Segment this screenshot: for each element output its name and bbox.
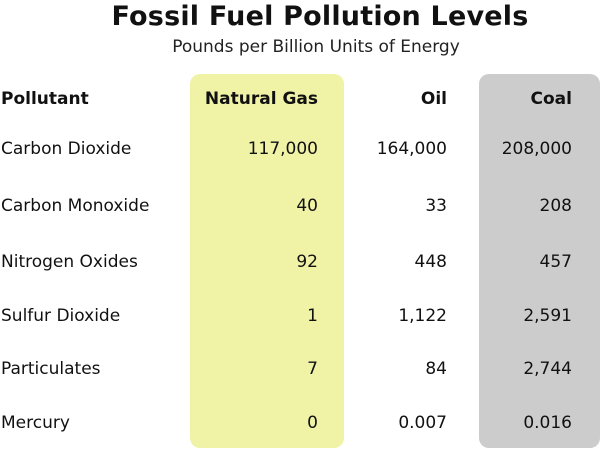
cell-natural-gas: 117,000 [247, 139, 318, 159]
cell-pollutant: Nitrogen Oxides [1, 252, 138, 272]
cell-coal: 0.016 [523, 413, 572, 433]
cell-pollutant: Particulates [1, 359, 101, 379]
cell-pollutant: Mercury [1, 413, 70, 433]
cell-natural-gas: 7 [307, 359, 318, 379]
cell-pollutant: Carbon Monoxide [1, 196, 150, 216]
cell-coal: 208,000 [501, 139, 572, 159]
cell-coal: 2,744 [523, 359, 572, 379]
header-pollutant: Pollutant [1, 89, 89, 109]
cell-coal: 457 [539, 252, 572, 272]
header-coal: Coal [530, 89, 572, 109]
header-natural-gas: Natural Gas [204, 89, 318, 109]
chart-title: Fossil Fuel Pollution Levels [111, 1, 529, 32]
cell-natural-gas: 40 [296, 196, 318, 216]
cell-pollutant: Carbon Dioxide [1, 139, 132, 159]
coal-column-highlight [479, 74, 600, 448]
cell-natural-gas: 92 [296, 252, 318, 272]
cell-coal: 2,591 [523, 306, 572, 326]
cell-oil: 33 [425, 196, 447, 216]
natural-gas-column-highlight [190, 74, 344, 448]
cell-oil: 1,122 [398, 306, 447, 326]
cell-oil: 84 [425, 359, 447, 379]
chart-subtitle: Pounds per Billion Units of Energy [172, 37, 460, 57]
cell-coal: 208 [539, 196, 572, 216]
header-oil: Oil [420, 89, 447, 109]
cell-oil: 0.007 [398, 413, 447, 433]
cell-oil: 448 [414, 252, 447, 272]
cell-natural-gas: 1 [307, 306, 318, 326]
cell-oil: 164,000 [376, 139, 447, 159]
cell-pollutant: Sulfur Dioxide [1, 306, 121, 326]
cell-natural-gas: 0 [307, 413, 318, 433]
